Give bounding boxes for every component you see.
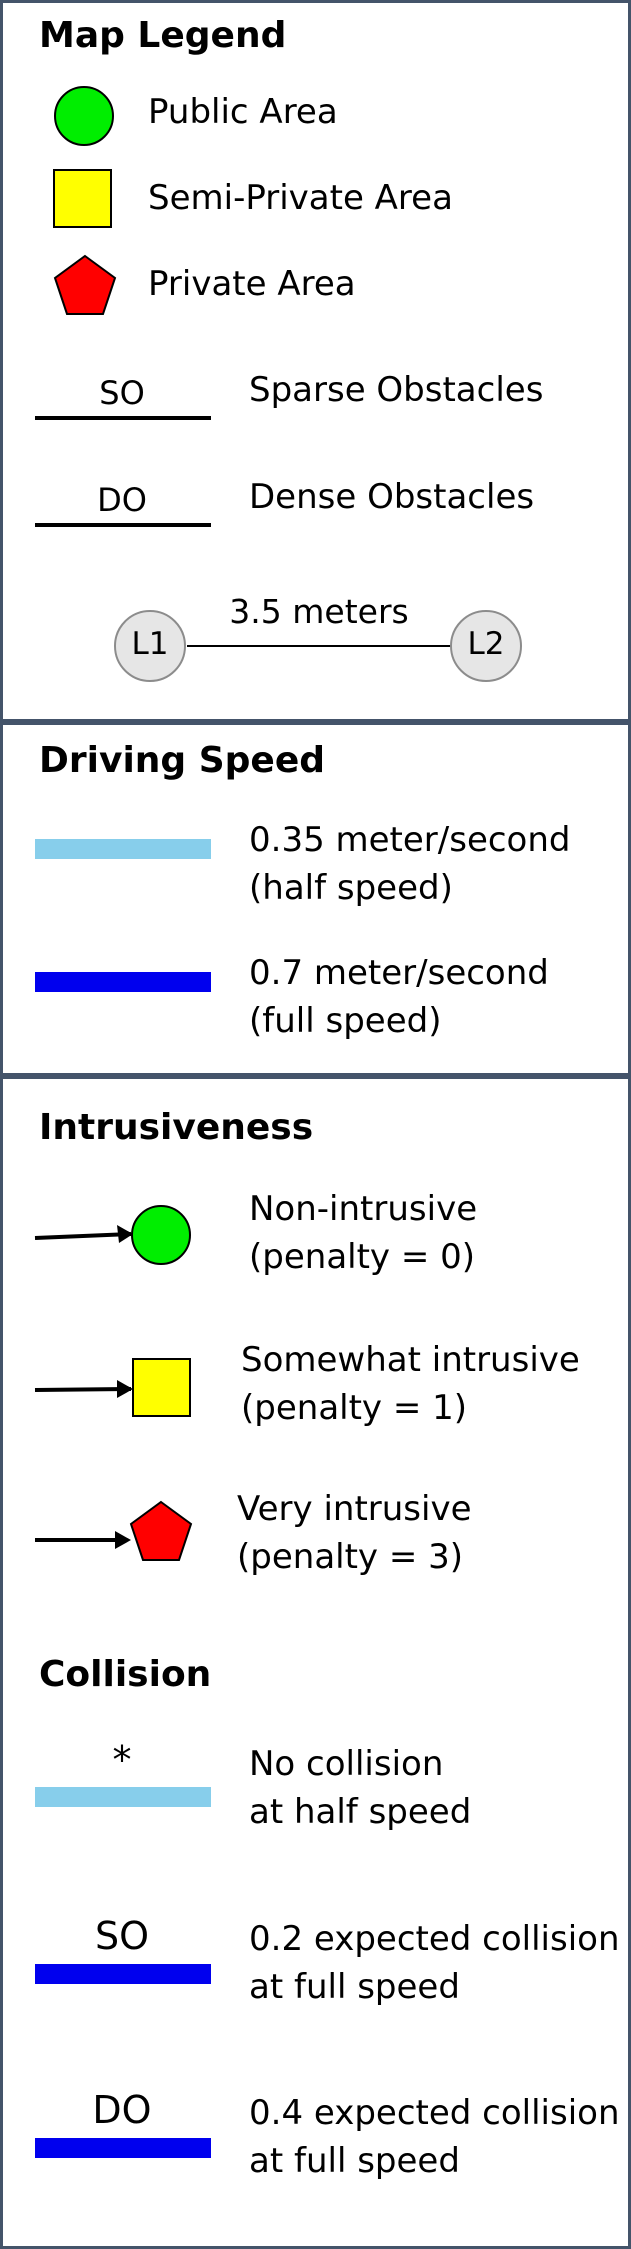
dense-obstacles-label: Dense Obstacles	[249, 477, 535, 517]
no-collision-line1: No collision	[249, 1744, 444, 1784]
half-speed-line1: 0.35 meter/second	[249, 820, 571, 860]
distance-scale	[114, 610, 522, 682]
driving-speed-title: Driving Speed	[39, 740, 326, 781]
somewhat-intrusive-line1: Somewhat intrusive	[241, 1340, 580, 1380]
so-collision-code: SO	[94, 1914, 150, 1958]
do-collision-line1: 0.4 expected collision	[249, 2093, 620, 2133]
map-legend-panel: Map Legend Public Area Semi-Private Area…	[0, 0, 631, 722]
private-area-label: Private Area	[148, 264, 356, 304]
somewhat-intrusive-arrow-icon	[34, 1358, 191, 1417]
full-speed-bar	[35, 972, 211, 992]
semi-private-area-label: Semi-Private Area	[148, 178, 453, 218]
very-intrusive-line1: Very intrusive	[237, 1489, 472, 1529]
l2-node	[450, 610, 522, 682]
l2-label: L2	[467, 626, 505, 662]
sparse-obstacles-code: SO	[99, 374, 145, 412]
full-speed-line1: 0.7 meter/second	[249, 953, 549, 993]
no-collision-bar	[35, 1787, 211, 1807]
dense-obstacles-code: DO	[97, 481, 147, 519]
very-intrusive-arrow-icon	[35, 1500, 193, 1561]
half-speed-line2: (half speed)	[249, 868, 453, 908]
sparse-obstacles-line	[35, 416, 211, 420]
driving-speed-panel: Driving Speed 0.35 meter/second (half sp…	[0, 722, 631, 1076]
public-area-label: Public Area	[148, 92, 338, 132]
intrusiveness-collision-panel: Intrusiveness Non-intrusive (penalty = 0…	[0, 1076, 631, 2249]
non-intrusive-line2: (penalty = 0)	[249, 1237, 476, 1277]
do-collision-line2: at full speed	[249, 2141, 460, 2181]
so-collision-bar	[35, 1964, 211, 1984]
l1-label: L1	[131, 626, 169, 662]
intrusiveness-title: Intrusiveness	[39, 1107, 314, 1148]
somewhat-intrusive-line2: (penalty = 1)	[241, 1388, 468, 1428]
collision-title: Collision	[39, 1654, 212, 1695]
so-collision-line1: 0.2 expected collision	[249, 1919, 620, 1959]
semi-private-area-square-icon	[53, 169, 112, 228]
map-legend-title: Map Legend	[39, 15, 287, 56]
public-area-circle-icon	[54, 86, 114, 146]
sparse-obstacles-label: Sparse Obstacles	[249, 370, 544, 410]
distance-label: 3.5 meters	[229, 592, 409, 631]
do-collision-bar	[35, 2138, 211, 2158]
no-collision-star: *	[112, 1738, 132, 1782]
very-intrusive-line2: (penalty = 3)	[237, 1537, 464, 1577]
half-speed-bar	[35, 839, 211, 859]
private-area-pentagon-icon	[53, 254, 117, 315]
non-intrusive-arrow-icon	[34, 1205, 191, 1265]
no-collision-line2: at half speed	[249, 1792, 472, 1832]
do-collision-code: DO	[92, 2088, 152, 2132]
non-intrusive-line1: Non-intrusive	[249, 1189, 478, 1229]
l1-node	[114, 610, 186, 682]
so-collision-line2: at full speed	[249, 1967, 460, 2007]
dense-obstacles-line	[35, 523, 211, 527]
full-speed-line2: (full speed)	[249, 1001, 442, 1041]
